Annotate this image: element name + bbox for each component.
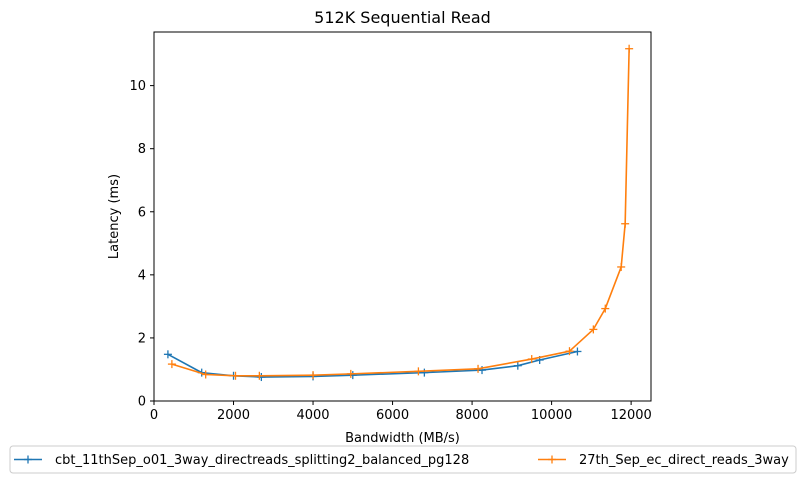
legend-label: 27th_Sep_ec_direct_reads_3way — [579, 453, 789, 468]
x-tick-label: 12000 — [610, 408, 651, 423]
y-tick-label: 6 — [138, 205, 146, 220]
data-point — [527, 355, 536, 364]
x-tick-label: 0 — [150, 408, 158, 423]
data-point — [573, 347, 582, 356]
x-tick-label: 2000 — [217, 408, 250, 423]
legend: cbt_11thSep_o01_3way_directreads_splitti… — [9, 445, 797, 474]
series-2 — [167, 44, 634, 380]
data-point — [513, 361, 522, 370]
data-point — [589, 325, 598, 334]
legend-label: cbt_11thSep_o01_3way_directreads_splitti… — [55, 453, 469, 468]
data-point — [255, 371, 264, 380]
data-point — [231, 371, 240, 380]
data-point — [625, 44, 634, 53]
plot-area — [153, 31, 652, 402]
data-point — [414, 367, 423, 376]
y-axis-label: Latency (ms) — [107, 174, 122, 259]
data-point — [257, 373, 266, 382]
legend-entry-1: cbt_11thSep_o01_3way_directreads_splitti… — [14, 453, 469, 468]
x-tick-label: 10000 — [531, 408, 572, 423]
y-tick-label: 10 — [129, 79, 146, 94]
data-point — [167, 360, 176, 369]
series-layer — [163, 44, 634, 382]
y-axis: 0 2 4 6 8 10 — [129, 79, 154, 410]
data-point — [601, 304, 610, 313]
x-tick-label: 8000 — [456, 408, 489, 423]
y-tick-label: 4 — [138, 268, 146, 283]
legend-entry-2: 27th_Sep_ec_direct_reads_3way — [538, 453, 789, 468]
data-point — [474, 364, 483, 373]
x-tick-label: 6000 — [376, 408, 409, 423]
x-tick-label: 4000 — [296, 408, 329, 423]
y-tick-label: 0 — [138, 395, 146, 410]
data-point — [201, 370, 210, 379]
series-line — [171, 47, 630, 377]
data-point — [163, 350, 172, 359]
x-axis-label: Bandwidth (MB/s) — [345, 431, 460, 446]
data-point — [621, 219, 630, 228]
data-point — [420, 368, 429, 377]
data-point — [309, 371, 318, 380]
legend-marker — [24, 455, 32, 464]
chart-title: 512K Sequential Read — [314, 8, 491, 27]
data-point — [348, 371, 357, 380]
data-point — [617, 262, 626, 271]
x-axis: 0 2000 4000 6000 8000 10000 12000 — [150, 401, 652, 423]
plot-frame — [153, 31, 652, 402]
data-point — [565, 347, 574, 356]
data-point — [346, 369, 355, 378]
legend-marker — [548, 455, 556, 464]
y-tick-label: 2 — [138, 331, 146, 346]
legend-box — [9, 445, 797, 474]
y-tick-label: 8 — [138, 142, 146, 157]
